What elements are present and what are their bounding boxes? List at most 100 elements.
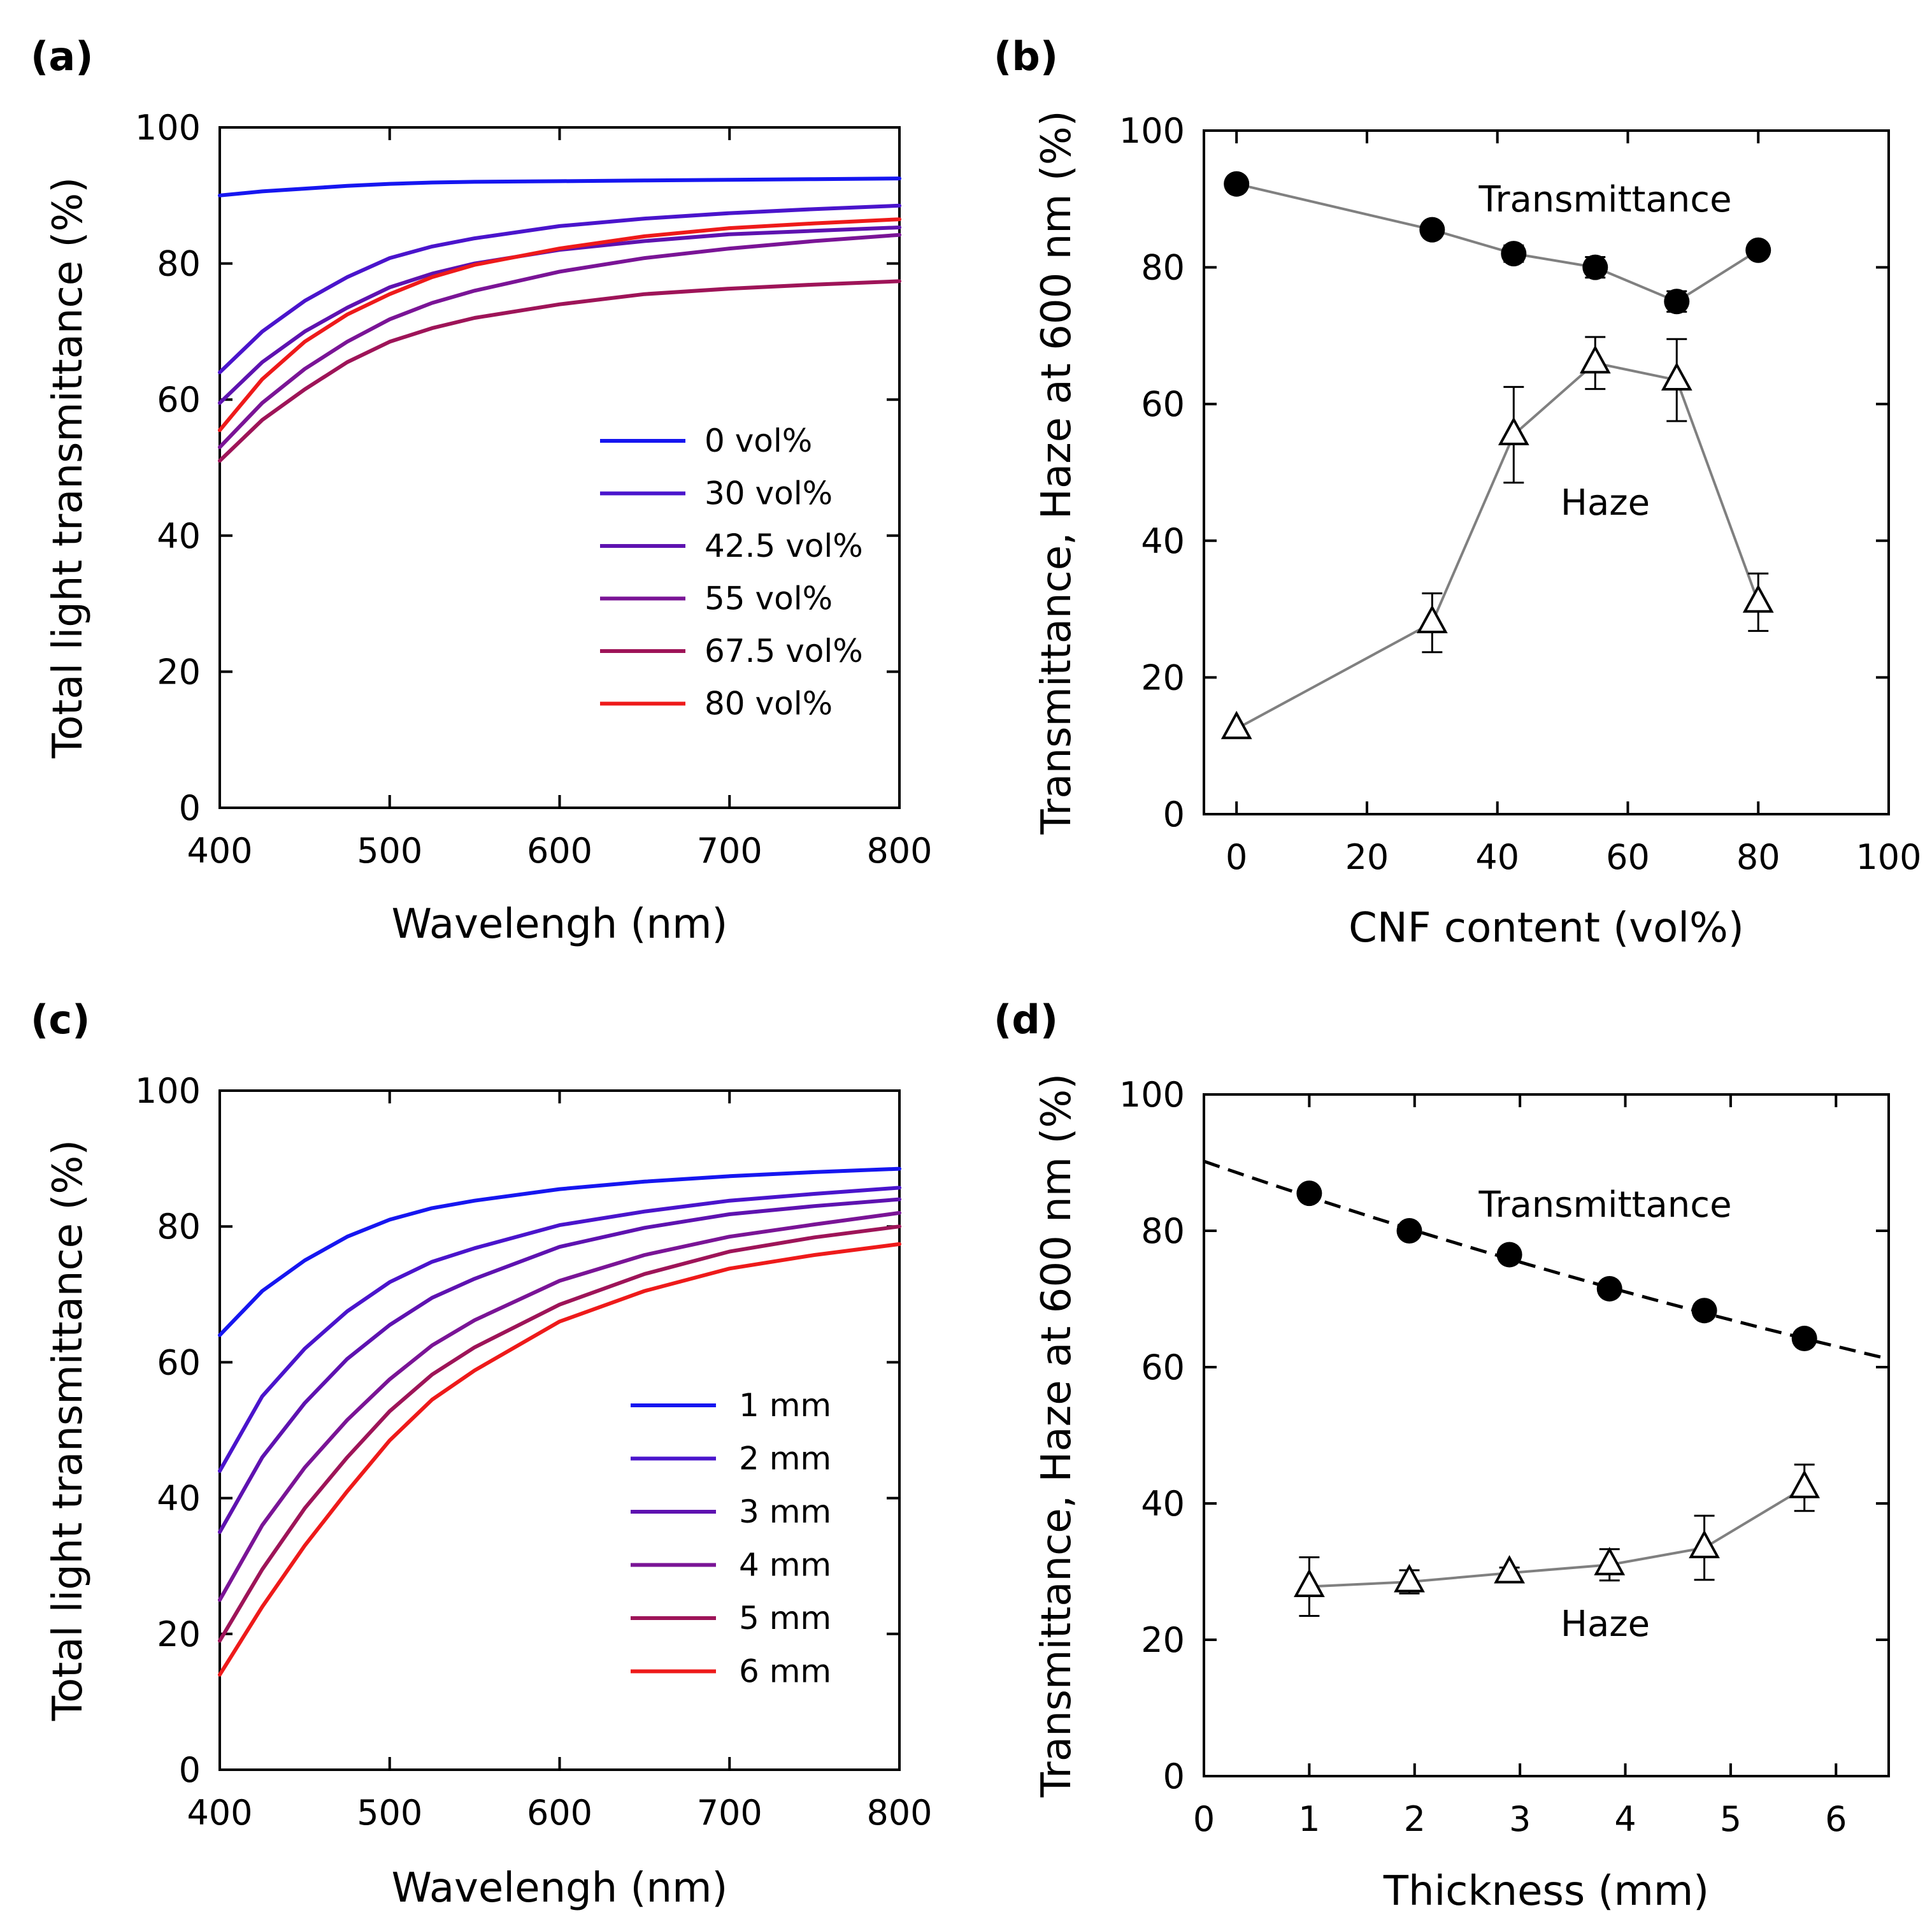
data-point-circle	[1745, 237, 1771, 263]
data-point-triangle	[1789, 1470, 1821, 1498]
y-axis-label: Transmittance, Haze at 600 nm (%)	[1033, 1073, 1080, 1798]
y-tick-label: 0	[179, 1750, 201, 1790]
x-tick-label: 2	[1404, 1799, 1426, 1839]
x-tick-label: 800	[866, 1793, 932, 1833]
series-line	[218, 1224, 901, 1643]
x-tick-label: 3	[1509, 1799, 1531, 1839]
data-point-circle	[1224, 171, 1250, 197]
x-axis-label: Wavelengh (nm)	[392, 1865, 728, 1912]
y-tick-label: 80	[1141, 248, 1185, 288]
panel-label: (a)	[31, 33, 94, 80]
panel-a: (a) 400 500 600 700 800 0 20 40 60 80 100 Wavelengh …	[31, 33, 933, 948]
legend-label: 0 vol%	[705, 422, 812, 459]
y-axis-label: Total light transmittance (%)	[45, 177, 92, 759]
x-axis-label: Thickness (mm)	[1383, 1868, 1709, 1915]
y-tick-label: 80	[157, 244, 201, 284]
fit-curve	[1203, 1159, 1889, 1361]
x-tick-label: 500	[357, 1793, 422, 1833]
legend-label: 55 vol%	[705, 580, 833, 617]
data-point-triangle	[1689, 1530, 1720, 1558]
x-tick-label: 400	[187, 1793, 252, 1833]
data-point-circle	[1496, 1242, 1522, 1268]
y-axis-label: Transmittance, Haze at 600 nm (%)	[1033, 110, 1080, 835]
y-tick-label: 80	[157, 1207, 201, 1247]
legend-label: 3 mm	[739, 1493, 831, 1530]
legend-label: 67.5 vol%	[705, 633, 863, 670]
x-tick-label: 800	[866, 831, 932, 871]
y-tick-label: 100	[135, 1071, 201, 1111]
plot-frame	[1203, 129, 1890, 815]
data-point-circle	[1691, 1298, 1717, 1324]
panel-b: (b) 0 20 40 60 80 100 0 20 40 60 80 100 CNF content (…	[994, 33, 1922, 952]
data-point-circle	[1791, 1326, 1817, 1352]
y-tick-label: 20	[157, 652, 201, 692]
y-tick-label: 60	[1141, 384, 1185, 424]
data-point-circle	[1501, 241, 1527, 267]
data-point-triangle	[1294, 1568, 1325, 1597]
y-tick-label: 0	[1163, 794, 1185, 835]
data-point-circle	[1296, 1180, 1322, 1207]
legend-label: 4 mm	[739, 1547, 831, 1584]
y-tick-label: 100	[135, 108, 201, 148]
x-tick-label: 20	[1345, 837, 1389, 877]
y-tick-label: 100	[1119, 111, 1185, 151]
series-connector	[1236, 361, 1760, 730]
data-point-circle	[1664, 289, 1690, 315]
y-tick-label: 20	[157, 1614, 201, 1654]
data-point-triangle	[1220, 710, 1252, 740]
legend-label: 42.5 vol%	[705, 527, 863, 564]
data-point-triangle	[1494, 1554, 1525, 1584]
x-tick-label: 40	[1475, 837, 1519, 877]
series-line	[218, 176, 901, 197]
data-point-triangle	[1579, 345, 1611, 374]
annotation: Transmittance	[1478, 1184, 1731, 1226]
x-tick-label: 400	[187, 831, 252, 871]
panel-label: (b)	[994, 33, 1058, 80]
series-line	[218, 203, 901, 375]
series-line	[218, 1186, 901, 1473]
x-tick-label: 4	[1614, 1799, 1636, 1839]
data-point-circle	[1596, 1275, 1622, 1302]
annotation: Haze	[1561, 1603, 1650, 1645]
legend-label: 2 mm	[739, 1440, 831, 1477]
y-tick-label: 80	[1141, 1211, 1185, 1251]
y-tick-label: 0	[1163, 1756, 1185, 1796]
x-tick-label: 700	[697, 1793, 762, 1833]
legend-label: 30 vol%	[705, 475, 833, 512]
x-tick-label: 5	[1720, 1799, 1742, 1839]
legend-label: 1 mm	[739, 1387, 831, 1424]
annotation: Transmittance	[1478, 179, 1731, 220]
x-tick-label: 600	[527, 831, 592, 871]
x-axis-label: Wavelengh (nm)	[392, 901, 728, 948]
x-tick-label: 0	[1226, 837, 1247, 877]
y-tick-label: 100	[1119, 1075, 1185, 1115]
y-tick-label: 20	[1141, 657, 1185, 698]
x-tick-label: 6	[1825, 1799, 1847, 1839]
series-connector	[1309, 1486, 1805, 1588]
series-line	[218, 1166, 901, 1337]
annotation: Haze	[1561, 482, 1650, 524]
x-tick-label: 100	[1856, 837, 1921, 877]
y-tick-label: 60	[1141, 1347, 1185, 1388]
x-tick-label: 500	[357, 831, 422, 871]
data-point-triangle	[1394, 1563, 1425, 1593]
y-tick-label: 40	[157, 516, 201, 556]
series-line	[218, 217, 901, 433]
y-tick-label: 0	[179, 788, 201, 828]
series-line	[218, 1197, 901, 1534]
series-line	[218, 226, 901, 405]
data-point-triangle	[1498, 417, 1529, 445]
series-line	[218, 233, 901, 449]
y-tick-label: 40	[157, 1479, 201, 1519]
data-point-circle	[1396, 1218, 1422, 1244]
panel-label: (d)	[994, 996, 1058, 1043]
x-tick-label: 700	[697, 831, 762, 871]
x-tick-label: 60	[1606, 837, 1650, 877]
series-line	[218, 1242, 901, 1677]
data-point-triangle	[1416, 605, 1448, 633]
data-point-triangle	[1594, 1547, 1626, 1575]
series-connector	[1236, 182, 1759, 303]
y-axis-label: Total light transmittance (%)	[45, 1140, 92, 1721]
